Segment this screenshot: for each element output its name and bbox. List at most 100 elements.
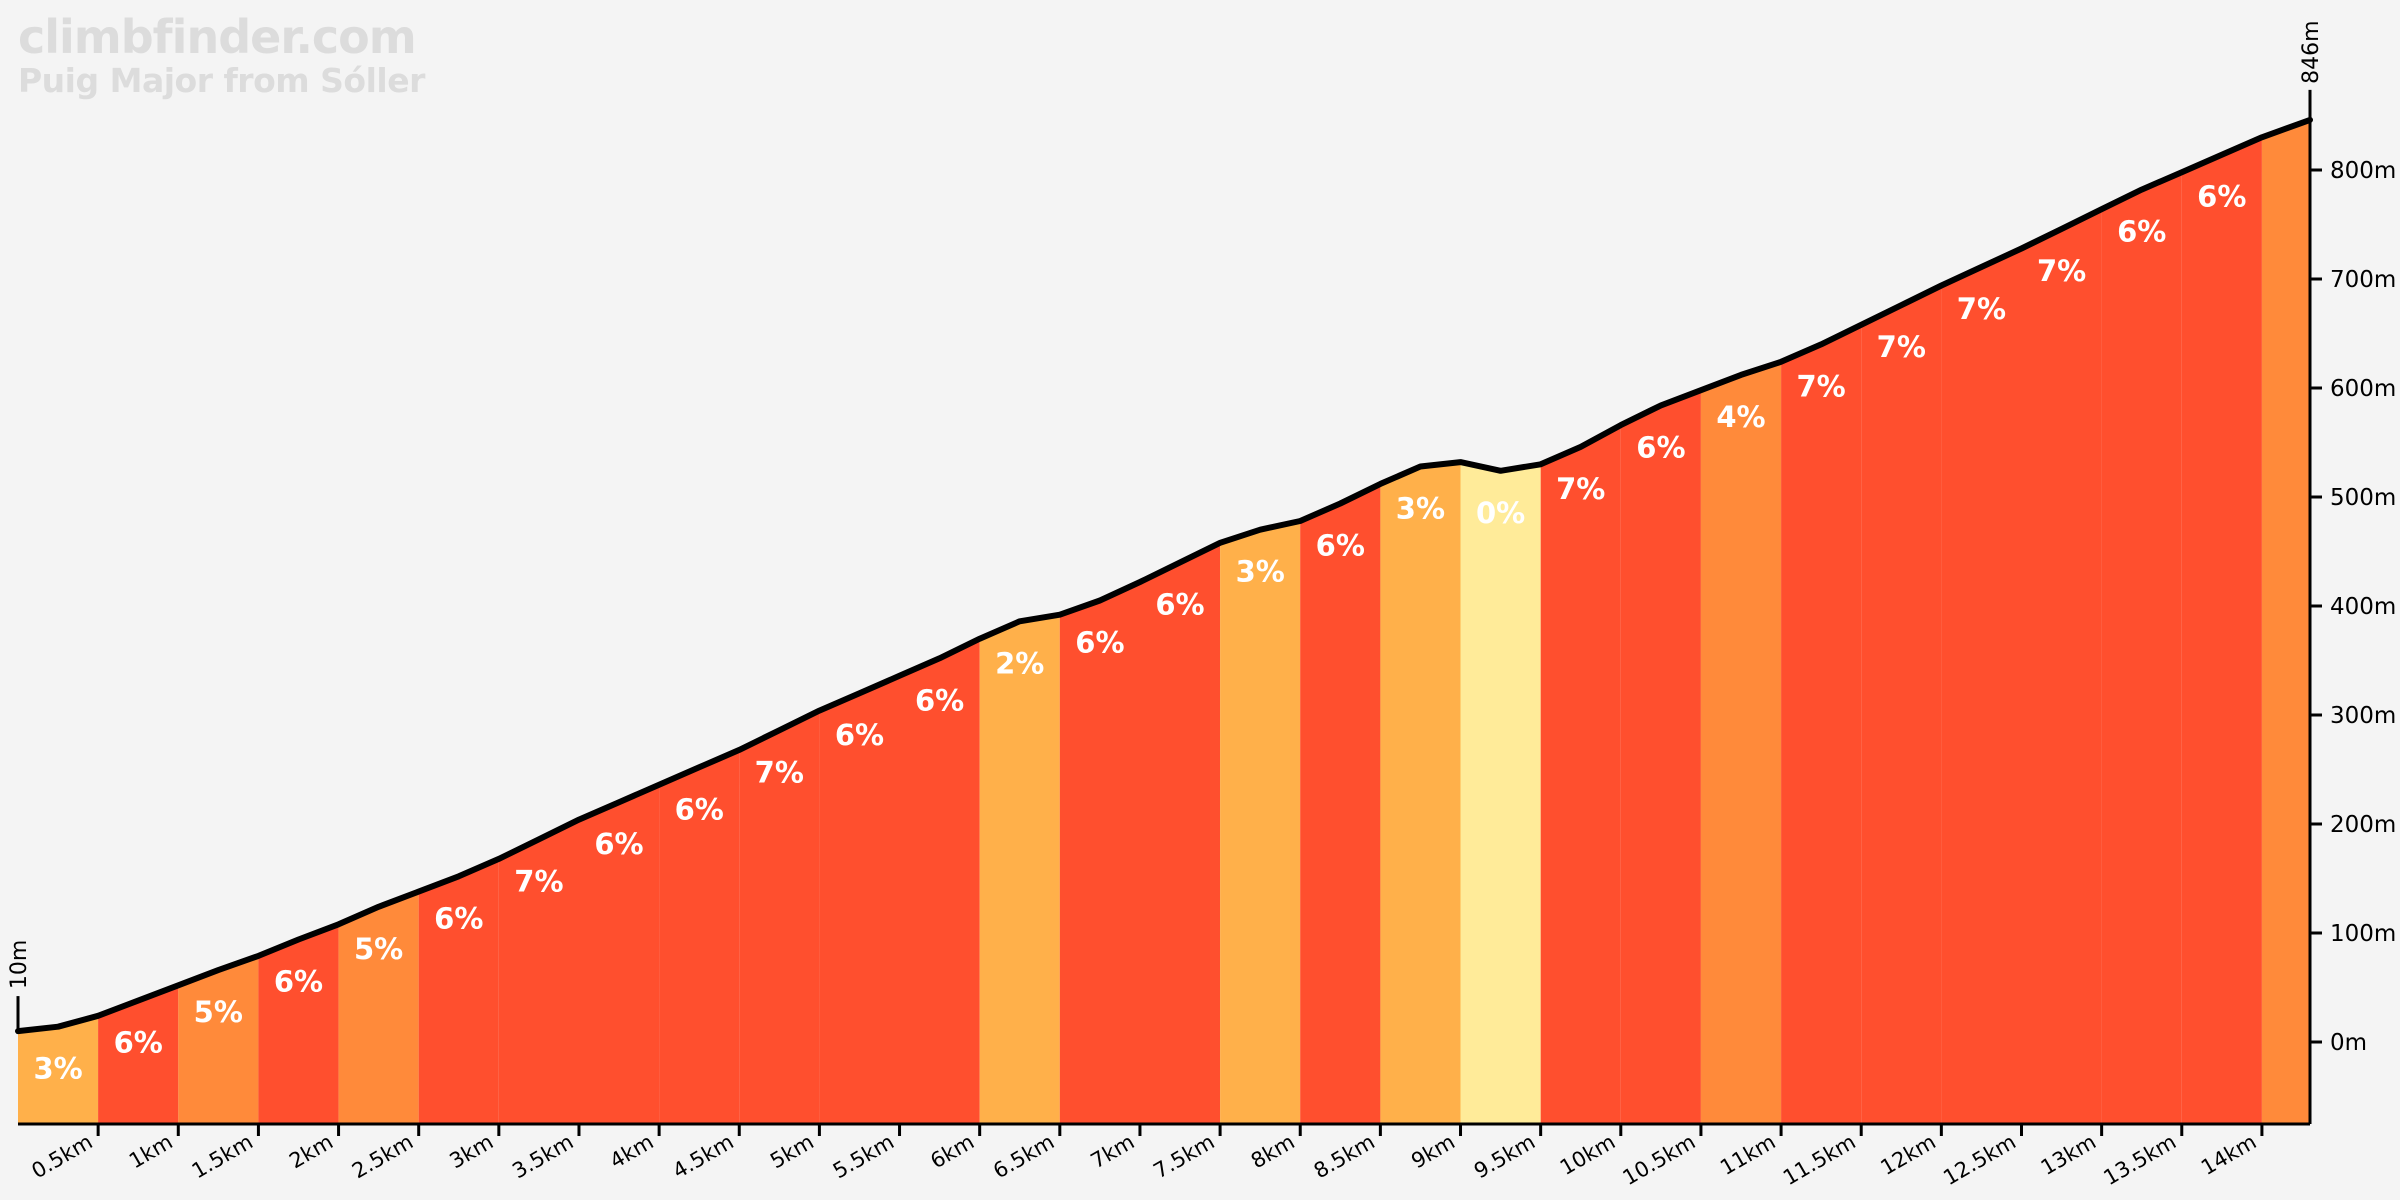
grade-segment [1941, 248, 2022, 1124]
grade-segment [739, 710, 820, 1124]
grade-segment [498, 819, 579, 1124]
profile-line [15, 116, 2313, 1035]
branding: climbfinder.com Puig Major from Sóller [18, 14, 425, 97]
x-tick-label: 4km [606, 1130, 658, 1174]
grade-labels: 3% 6% 5% 6% 5% 6% 7% 6% 6% 7% 6% 6% 2% 6% 6% 3% 6% 3% 0% 7%… [33, 180, 2246, 1086]
grade-label: 7% [1957, 292, 2006, 326]
grade-segment [258, 924, 339, 1124]
grade-label: 7% [1877, 330, 1926, 364]
x-tick-label: 7km [1087, 1130, 1139, 1174]
grade-segment [659, 749, 740, 1124]
grade-segment [1059, 582, 1140, 1124]
y-tick-label: 100m [2330, 921, 2396, 947]
x-tick-label: 11km [1716, 1130, 1779, 1180]
y-tick-label: 400m [2330, 594, 2396, 620]
x-tick-label: 1km [125, 1130, 177, 1174]
x-tick-label: 9.5km [1470, 1130, 1539, 1184]
grade-label: 6% [274, 965, 323, 999]
grade-label: 7% [1556, 472, 1605, 506]
grade-segment [1140, 542, 1221, 1124]
grade-segment [1700, 361, 1782, 1124]
grade-segment [979, 614, 1060, 1124]
grade-label: 6% [675, 792, 724, 826]
grade-label: 7% [514, 864, 563, 898]
grade-label: 2% [995, 646, 1044, 680]
grade-label: 5% [194, 995, 243, 1029]
x-tick-label: 10.5km [1619, 1130, 1700, 1190]
grade-label: 3% [1236, 555, 1285, 589]
x-tick-label: 12.5km [1939, 1130, 2020, 1190]
x-tick-label: 4.5km [669, 1130, 738, 1184]
x-tick-label: 6km [926, 1130, 978, 1174]
grade-label: 6% [594, 827, 643, 861]
x-tick-label: 7.5km [1149, 1130, 1218, 1184]
x-tick-label: 12km [1876, 1130, 1939, 1180]
grade-label: 6% [2197, 180, 2246, 214]
x-tick-label: 8km [1247, 1130, 1299, 1174]
x-tick-label: 5.5km [829, 1130, 898, 1184]
grade-segment [1300, 483, 1381, 1124]
x-tick-label: 2km [285, 1130, 337, 1174]
grade-label: 4% [1716, 400, 1765, 434]
grade-segment [819, 675, 900, 1124]
grade-segment [18, 1015, 99, 1124]
x-tick-label: 3km [446, 1130, 498, 1174]
grade-label: 6% [1155, 587, 1204, 621]
grade-label: 6% [1316, 529, 1365, 563]
grade-label: 7% [755, 755, 804, 789]
grade-segment [1540, 425, 1621, 1125]
x-tick-label: 6.5km [989, 1130, 1058, 1184]
grade-segment [178, 955, 259, 1124]
x-tick-label: 5km [766, 1130, 818, 1174]
y-tick-label: 200m [2330, 812, 2396, 838]
grade-label: 6% [114, 1026, 163, 1060]
grade-segment [2261, 119, 2310, 1124]
grade-label: 6% [2117, 215, 2166, 249]
y-tick-label: 600m [2330, 376, 2396, 402]
grade-label: 7% [2037, 254, 2086, 288]
grade-segment [98, 985, 179, 1124]
grade-label: 6% [835, 718, 884, 752]
grade-segment [1380, 462, 1461, 1125]
site-logo-text: climbfinder.com [18, 10, 417, 64]
grade-label: 6% [1075, 626, 1124, 660]
grade-label: 6% [1636, 430, 1685, 464]
profile-line-layer: 10m 846m [7, 20, 2324, 1035]
grade-segment [899, 638, 980, 1124]
x-tick-label: 11.5km [1779, 1130, 1860, 1190]
x-tick-label: 13km [2037, 1130, 2100, 1180]
grade-label: 6% [434, 901, 483, 935]
y-tick-label: 500m [2330, 485, 2396, 511]
grade-label: 3% [33, 1052, 82, 1086]
x-tick-label: 3.5km [508, 1130, 577, 1184]
grade-segment [1220, 521, 1301, 1124]
x-tick-label: 1.5km [188, 1130, 257, 1184]
grade-segment [1861, 285, 1942, 1124]
grade-segment [1781, 324, 1862, 1124]
grade-label: 3% [1396, 492, 1445, 526]
start-elevation-label: 10m [7, 940, 32, 989]
y-tick-label: 700m [2330, 267, 2396, 293]
x-tick-label: 2.5km [348, 1130, 417, 1184]
grade-segment [1620, 390, 1701, 1124]
grade-segment [418, 858, 499, 1124]
x-tick-label: 14km [2197, 1130, 2260, 1180]
grade-segment [2181, 137, 2262, 1125]
grade-segment [579, 784, 660, 1124]
y-tick-label: 0m [2330, 1030, 2367, 1056]
end-elevation-label: 846m [2299, 20, 2324, 83]
grade-label: 6% [915, 683, 964, 717]
grade-segment [2101, 172, 2182, 1124]
grade-segment [1460, 462, 1541, 1125]
x-tick-label: 10km [1556, 1130, 1619, 1180]
grade-label: 7% [1796, 369, 1845, 403]
x-tick-label: 13.5km [2100, 1130, 2181, 1190]
x-tick-label: 9km [1407, 1130, 1459, 1174]
y-tick-label: 800m [2330, 158, 2396, 184]
y-tick-label: 300m [2330, 703, 2396, 729]
x-tick-label: 0.5km [27, 1130, 96, 1184]
climb-title: Puig Major from Sóller [18, 61, 425, 100]
grade-segment [2021, 209, 2102, 1124]
grade-segment [338, 891, 419, 1124]
